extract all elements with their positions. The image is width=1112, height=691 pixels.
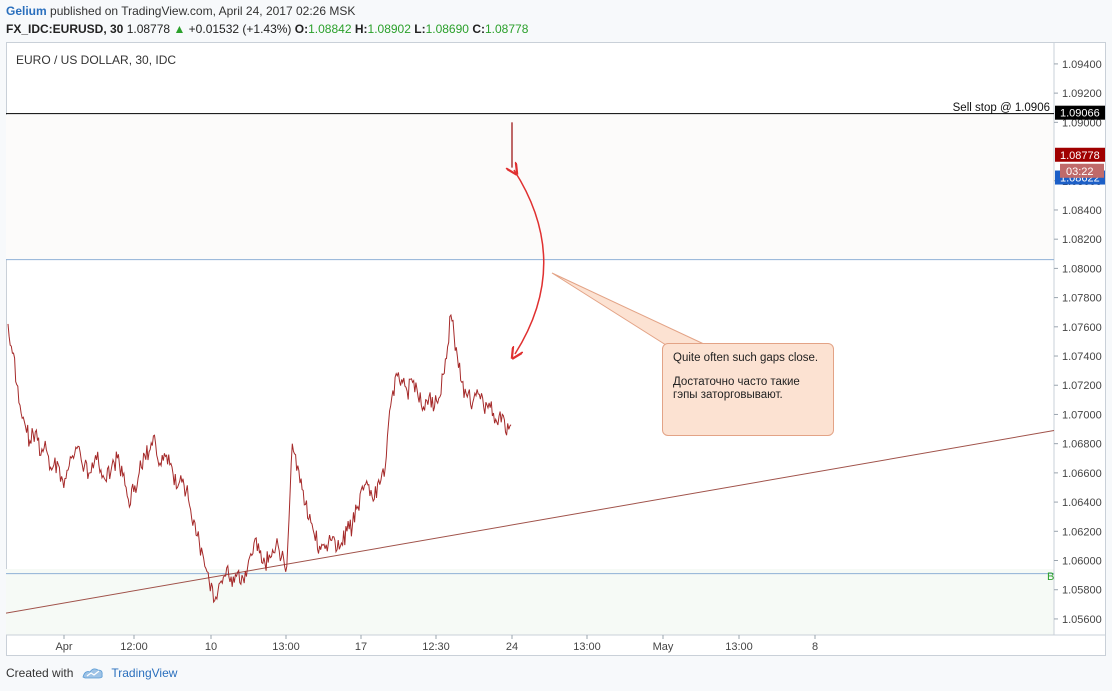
price-tick-label: 1.07400 (1062, 351, 1102, 363)
price-tick-label: 1.05600 (1062, 614, 1102, 626)
countdown-timer-bg (1060, 163, 1104, 178)
time-axis[interactable]: Apr 12:00 10 13:00 17 12:30 24 13:00 May 13:00 8 (55, 635, 818, 653)
tradingview-link[interactable]: TradingView (111, 666, 178, 680)
callout-english: Quite often such gaps close. (673, 352, 819, 364)
high-label: H: (354, 22, 368, 36)
time-tick-label: 24 (506, 641, 518, 653)
created-with-text: Created with (6, 666, 74, 680)
price-tick-label: 1.06000 (1062, 556, 1102, 568)
price-tick-label: 1.07600 (1062, 322, 1102, 334)
callout-note: Quite often such gaps close. Достаточно … (662, 343, 834, 436)
price-tick-label: 1.09400 (1062, 59, 1102, 71)
price-tick-label: 1.08000 (1062, 263, 1102, 275)
price-tick-label: 1.09000 (1062, 117, 1102, 129)
low-label: L: (414, 22, 426, 36)
price-series-line (7, 313, 512, 604)
close-value: 1.08778 (484, 22, 529, 36)
sell-stop-price-marker: 1.09066 (1060, 108, 1100, 120)
price-axis[interactable]: 1.094001.092001.090001.086001.084001.082… (1054, 59, 1102, 626)
callout-russian: Достаточно часто такие гэпы заторговываю… (673, 376, 800, 401)
high-value: 1.08902 (367, 22, 411, 36)
author-link[interactable]: Gelium (6, 4, 47, 18)
price-tick-label: 1.06200 (1062, 526, 1102, 538)
lower-zone (6, 569, 1054, 635)
sell-stop-price-marker-bg (1055, 105, 1105, 120)
low-value: 1.08690 (425, 22, 469, 36)
symbol-label: FX_IDC:EURUSD, 30 (6, 22, 124, 36)
gap-arrow (514, 170, 545, 354)
plot-layer (6, 113, 1055, 614)
open-value: 1.08842 (308, 22, 352, 36)
time-tick-label: 17 (355, 641, 367, 653)
time-tick-label: 13:00 (573, 641, 601, 653)
time-tick-label: 13:00 (272, 641, 300, 653)
tradingview-logo-icon (82, 668, 103, 679)
price-tick-label: 1.08400 (1062, 205, 1102, 217)
last-price-marker: 1.08778 (1060, 150, 1100, 162)
countdown-timer: 03:22 (1066, 166, 1094, 178)
upper-zone (6, 115, 1054, 259)
chart-title: EURO / US DOLLAR, 30, IDC (16, 53, 176, 67)
publish-text: published on TradingView.com, April 24, … (50, 4, 356, 18)
price-tick-label: 1.08200 (1062, 234, 1102, 246)
price-tick-label: 1.07000 (1062, 409, 1102, 421)
time-tick-label: May (653, 641, 674, 653)
trend-line (6, 430, 1055, 614)
time-tick-label: 8 (812, 641, 818, 653)
price-tick-label: 1.05800 (1062, 585, 1102, 597)
time-tick-label: 12:00 (120, 641, 148, 653)
price-tick-label: 1.07200 (1062, 380, 1102, 392)
price-change: +0.01532 (+1.43%) (188, 22, 292, 36)
last-price-marker-bg (1055, 147, 1105, 162)
time-tick-label: Apr (55, 641, 72, 653)
price-tick-label: 1.06600 (1062, 468, 1102, 480)
price-tick-label: 1.07800 (1062, 293, 1102, 305)
up-arrow-icon: ▲ (173, 22, 186, 36)
open-label: O: (294, 22, 309, 36)
last-price: 1.08778 (126, 22, 171, 36)
close-label: C: (472, 22, 485, 36)
price-chart[interactable]: EURO / US DOLLAR, 30, IDC Sell stop @ 1.… (6, 42, 1106, 656)
sell-stop-label: Sell stop @ 1.0906 (953, 102, 1050, 114)
callout-pointer (551, 272, 707, 346)
time-tick-label: 13:00 (725, 641, 753, 653)
footer: Created with TradingView (6, 666, 177, 680)
publish-info: Gelium published on TradingView.com, Apr… (6, 4, 355, 18)
symbol-info-bar: FX_IDC:EURUSD, 30 1.08778 ▲ +0.01532 (+1… (6, 22, 528, 36)
zone-label: B (1047, 571, 1054, 583)
time-tick-label: 10 (205, 641, 217, 653)
price-tick-label: 1.06800 (1062, 439, 1102, 451)
price-tick-label: 1.06400 (1062, 497, 1102, 509)
price-tick-label: 1.09200 (1062, 88, 1102, 100)
time-tick-label: 12:30 (422, 641, 450, 653)
